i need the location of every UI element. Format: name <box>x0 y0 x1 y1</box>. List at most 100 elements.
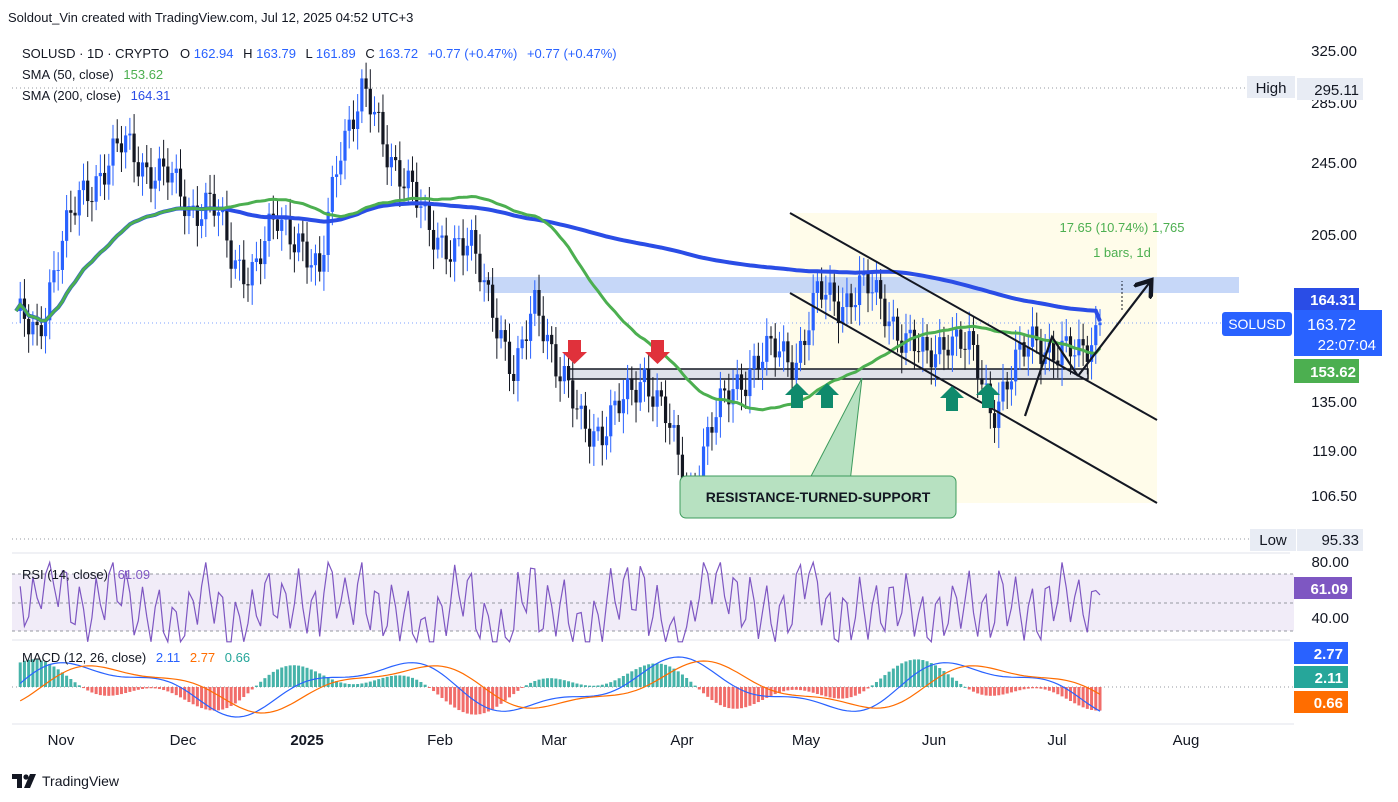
candle-body <box>250 262 254 286</box>
macd-hist-bar <box>1060 687 1064 697</box>
candle-body <box>798 340 803 363</box>
rsi-badge-text: 61.09 <box>1310 581 1348 598</box>
sma50-line <box>14 194 1102 412</box>
macd-hist-bar <box>993 687 997 696</box>
candle-body <box>992 413 997 428</box>
svg-text:SOLUSD · 1D · CRYPTO O: SOLUSD · 1D · CRYPTO O 162.94 H 163.79 L… <box>22 46 617 61</box>
macd-hist-bar <box>170 687 174 694</box>
candle-body <box>364 78 368 89</box>
macd-hist-bar <box>592 685 596 687</box>
macd-signal-value: 2.77 <box>190 650 215 665</box>
candle-body <box>145 162 149 168</box>
macd-hist-bar <box>27 659 31 687</box>
price-chart[interactable]: RESISTANCE-TURNED-SUPPORT 17.65 (10.74%)… <box>0 0 1398 770</box>
candle-body <box>668 423 672 428</box>
candle-body <box>140 162 145 177</box>
candle-body <box>254 258 259 263</box>
candle-body <box>77 190 81 216</box>
candle-body <box>984 383 988 385</box>
macd-hist-bar <box>94 687 98 695</box>
candle-body <box>554 344 558 377</box>
macd-hist-bar <box>520 687 524 688</box>
candle-body <box>765 335 769 362</box>
candle-body <box>592 431 596 447</box>
macd-hist-bar <box>141 687 145 689</box>
candle-body <box>199 219 204 226</box>
svg-text:SMA (200, close) 164.31: SMA (200, close) 164.31 <box>22 88 170 103</box>
macd-hist-bar <box>335 681 339 687</box>
candle-body <box>415 181 419 208</box>
candle-body <box>128 133 132 136</box>
candle-body <box>672 425 676 428</box>
candle-body <box>895 316 900 341</box>
macd-hist-bar <box>1081 687 1085 708</box>
macd-hist-bar <box>613 680 617 687</box>
candle-body <box>119 143 124 153</box>
candle-body <box>579 405 583 409</box>
candle-body <box>427 203 431 230</box>
candle-body <box>356 111 360 130</box>
macd-hist-bar <box>988 687 992 696</box>
legend-change: +0.77 (+0.47%) <box>428 46 518 61</box>
candle-body <box>208 192 212 194</box>
candle-body <box>267 213 271 242</box>
candle-body <box>229 240 233 269</box>
macd-hist-bar <box>672 668 676 687</box>
candle-body <box>997 401 1001 428</box>
macd-hist-bar <box>984 687 988 696</box>
candle-body <box>288 217 292 245</box>
macd-hist-bar <box>934 665 938 687</box>
macd-hist-bar <box>841 687 845 699</box>
candle-body <box>967 331 971 350</box>
candle-body <box>845 293 849 308</box>
svg-text:RSI (14, close) 61.09: RSI (14, close) 61.09 <box>22 567 150 582</box>
candle-body <box>857 275 862 306</box>
sma200-badge <box>1294 288 1359 310</box>
tradingview-logo-icon <box>12 774 36 788</box>
macd-hist-bar <box>777 687 781 693</box>
macd-hist-bar <box>883 675 887 687</box>
candle-body <box>714 417 718 433</box>
macd-hist-bar <box>229 687 233 707</box>
candle-body <box>1073 355 1077 357</box>
macd-hist-bar <box>292 665 296 687</box>
candle-body <box>166 166 170 183</box>
candle-body <box>60 240 64 270</box>
macd-hist-bar <box>470 687 474 715</box>
macd-hist-bar <box>642 665 646 687</box>
macd-hist-bar <box>200 687 204 709</box>
price-axis[interactable]: 325.00 285.00 245.00 205.00 135.00 119.0… <box>1222 34 1398 758</box>
macd-hist-bar <box>567 681 571 687</box>
macd-hist-bar <box>1043 687 1047 690</box>
macd-hist-bar <box>1098 687 1102 711</box>
macd-hist-bar <box>832 687 836 699</box>
rsi-tick: 80.00 <box>1311 554 1349 571</box>
time-axis[interactable]: Nov Dec 2025 Feb Mar Apr May Jun Jul Aug <box>12 723 1294 749</box>
macd-hist-bar <box>1014 687 1018 692</box>
macd-hist-bar <box>744 687 748 708</box>
macd-hist-bar <box>111 687 115 696</box>
macd-hist-bar <box>655 663 659 687</box>
macd-hist-bar <box>128 687 132 692</box>
macd-hist-bar <box>103 687 107 696</box>
sma200-value: 164.31 <box>131 88 171 103</box>
candle-body <box>773 338 777 358</box>
macd-hist-bar <box>908 660 912 687</box>
candle-body <box>723 388 727 391</box>
macd-hist-bar <box>727 687 731 709</box>
macd-hist-bar <box>136 687 140 690</box>
candle-body <box>322 254 326 272</box>
candle-body <box>56 269 60 271</box>
sma200-label: SMA (200, close) <box>22 88 121 103</box>
candle-body <box>478 253 482 283</box>
channel-lower <box>789 292 1158 504</box>
macd-hist-bar <box>309 669 313 687</box>
macd-hist-bar <box>1018 687 1022 691</box>
time-tick: Mar <box>541 732 567 749</box>
macd-hist-bar <box>107 687 111 696</box>
candle-body <box>537 290 541 316</box>
macd-hist-bar <box>647 664 651 687</box>
macd-hist-bar <box>491 687 495 710</box>
macd-hist-bar <box>541 678 545 687</box>
macd-hist-bar <box>284 666 288 687</box>
